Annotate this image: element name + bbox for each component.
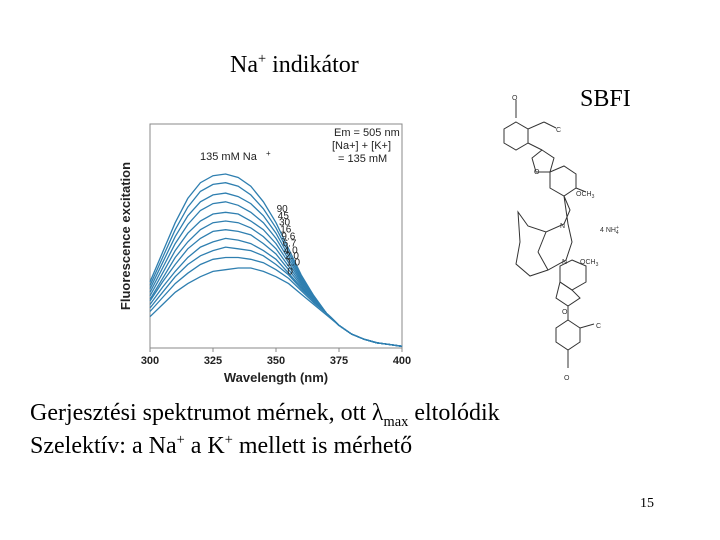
title-rest: indikátor	[266, 52, 359, 78]
structure-bonds	[503, 100, 595, 368]
line2-part-a: Szelektív: a Na	[30, 433, 177, 459]
series-label: 4.0	[284, 246, 298, 257]
x-tick-label: 400	[393, 355, 411, 367]
atom-o-3: O	[562, 309, 568, 316]
atom-n-2: N	[562, 259, 567, 266]
plot-area	[149, 123, 403, 349]
line1-part-b: eltolódik	[408, 400, 500, 426]
series-label: 90	[277, 204, 289, 215]
line2-sup-1: +	[176, 432, 185, 448]
x-tick-label: 375	[330, 355, 348, 367]
x-tick-label: 300	[141, 355, 159, 367]
line2-part-b: a K	[184, 433, 225, 459]
legend-line-1: Em = 505 nm	[334, 127, 400, 139]
title-sup: +	[257, 51, 267, 67]
sbfi-structure: O C O OCH3 N 4 NH+ 4 N OCH3 O C O	[476, 92, 646, 392]
atom-c-2: C	[596, 323, 601, 330]
legend-line-3: = 135 mM	[338, 153, 387, 165]
x-tick-label: 350	[267, 355, 285, 367]
series-label: 1.0	[286, 258, 300, 269]
methoxy-bottom: OCH3	[580, 259, 599, 268]
atom-n-1: N	[560, 223, 565, 230]
atom-o-2: O	[534, 169, 540, 176]
series-header-sup: +	[266, 149, 271, 158]
x-tick-label: 325	[204, 355, 222, 367]
legend-box: Em = 505 nm [Na+] + [K+] = 135 mM	[332, 127, 400, 165]
series-label: 30	[279, 218, 291, 229]
line2-sup-2: +	[224, 432, 233, 448]
y-axis-label: Fluorescence excitation	[118, 162, 133, 310]
lambda-symbol: λ	[371, 400, 384, 426]
x-axis-label: Wavelength (nm)	[224, 370, 328, 385]
series-label: 2.0	[285, 251, 299, 262]
atom-o-4: O	[564, 375, 570, 382]
structure-labels: O C O OCH3 N 4 NH+ 4 N OCH3 O C O	[512, 95, 619, 382]
series-label: 0	[287, 266, 293, 277]
legend-line-2: [Na+] + [K+]	[332, 140, 391, 152]
series-label: 16	[280, 225, 292, 236]
series-label: 9.6	[281, 232, 295, 243]
line2-part-c: mellett is mérhető	[232, 433, 413, 459]
structure-svg: O C O OCH3 N 4 NH+ 4 N OCH3 O C O	[503, 95, 619, 382]
slide-title: Na+ indikátor	[230, 52, 359, 79]
line1-part-a: Gerjesztési spektrumot mérnek, ott	[30, 400, 372, 426]
series-label: 6.7	[283, 239, 297, 250]
atom-c-1: C	[556, 127, 561, 134]
counterion: 4 NH+ 4	[600, 225, 619, 236]
text-line-2: Szelektív: a Na+ a K+ mellett is mérhető	[30, 433, 412, 460]
series-header: 135 mM Na	[200, 151, 258, 163]
lambda-subscript: max	[383, 413, 409, 430]
text-line-1: Gerjesztési spektrumot mérnek, ott λmax …	[30, 400, 500, 430]
page-number: 15	[640, 496, 654, 511]
chart-svg: Fluorescence excitation Wavelength (nm) …	[118, 123, 411, 385]
methoxy-top: OCH3	[576, 191, 595, 200]
series-label: 45	[278, 211, 290, 222]
title-na: Na	[230, 52, 258, 78]
excitation-chart: Fluorescence excitation Wavelength (nm) …	[110, 118, 420, 390]
series-line	[149, 267, 403, 347]
atom-o-1: O	[512, 95, 518, 102]
compound-name: SBFI	[580, 86, 631, 112]
